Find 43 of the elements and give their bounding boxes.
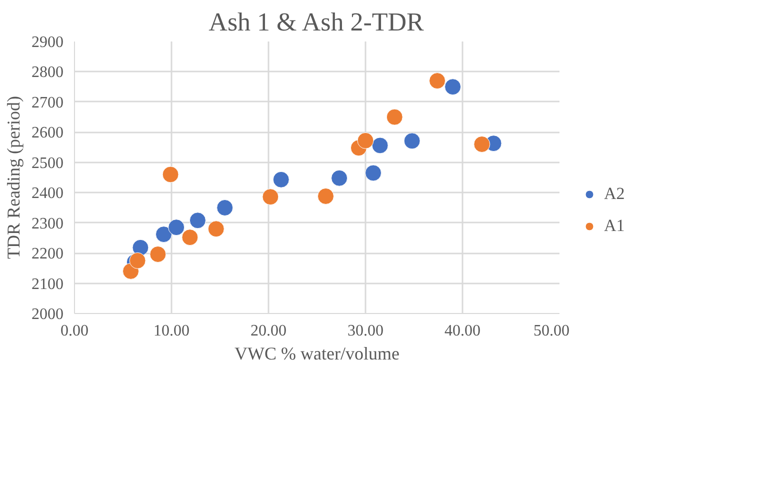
y-tick-label: 2000: [32, 306, 64, 323]
point: [372, 137, 388, 154]
point: [357, 132, 374, 149]
point: [262, 188, 279, 206]
x-tick-label: 20.00: [250, 322, 286, 340]
x-axis-title: VWC % water/volume: [234, 344, 400, 364]
y-tick-label: 2200: [32, 246, 64, 263]
point: [150, 246, 166, 262]
point: [216, 199, 234, 216]
legend-label: A1: [604, 216, 625, 236]
point: [272, 171, 290, 188]
y-tick-label: 2300: [32, 215, 64, 232]
point: [317, 188, 334, 204]
y-tick-label: 2400: [32, 185, 64, 202]
x-tick-label: 50.00: [534, 322, 570, 340]
x-tick-label: 30.00: [348, 322, 384, 340]
y-tick-label: 2100: [32, 276, 64, 293]
point: [404, 132, 420, 150]
y-axis-title: TDR Reading (period): [4, 96, 24, 259]
point: [155, 226, 172, 243]
x-tick-label: 10.00: [154, 322, 190, 340]
point: [331, 170, 348, 186]
chart-title: Ash 1 & Ash 2-TDR: [208, 8, 425, 36]
point: [386, 108, 403, 126]
point: [162, 166, 179, 183]
point: [365, 164, 382, 182]
point: [189, 212, 206, 229]
point: [444, 78, 462, 96]
point: [132, 239, 149, 256]
legend-label: A2: [604, 184, 625, 204]
y-tick-label: 2500: [32, 154, 64, 172]
point: [168, 219, 185, 236]
point: [474, 136, 490, 152]
point: [429, 72, 446, 90]
x-tick-label: 0.00: [60, 322, 88, 340]
point: [208, 220, 224, 238]
y-tick-label: 2700: [32, 94, 64, 112]
point: [182, 229, 198, 246]
y-tick-label: 2600: [32, 124, 64, 142]
point: [129, 252, 146, 269]
x-tick-label: 40.00: [444, 322, 480, 340]
y-tick-label: 2900: [32, 34, 64, 51]
y-tick-label: 2800: [32, 64, 64, 82]
